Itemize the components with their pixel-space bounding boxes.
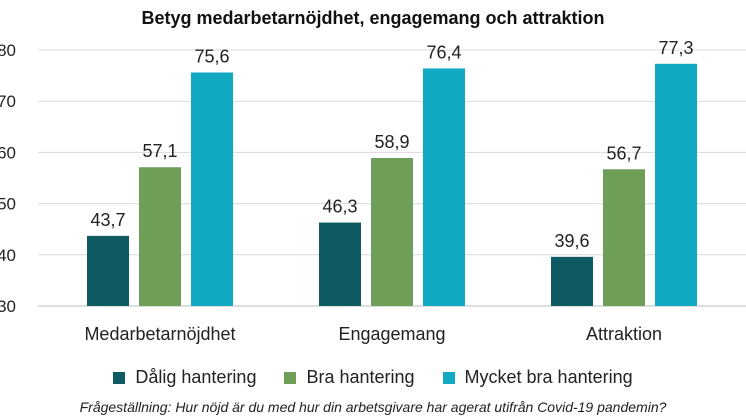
y-axis-ticks: 30 40 50 60 70 80: [0, 41, 16, 316]
legend-swatch: [284, 371, 297, 384]
y-tick-label: 70: [0, 92, 16, 111]
x-axis-ticks: Medarbetarnöjdhet Engagemang Attraktion: [84, 324, 662, 344]
data-label: 39,6: [554, 231, 589, 251]
x-tick-label: Attraktion: [586, 324, 662, 344]
legend-item: Dålig hantering: [113, 367, 256, 388]
legend-swatch: [113, 371, 126, 384]
chart-title: Betyg medarbetarnöjdhet, engagemang och …: [141, 8, 605, 28]
legend-label: Dålig hantering: [135, 367, 257, 387]
bar: [655, 63, 697, 306]
data-label: 46,3: [322, 197, 357, 217]
legend: Dålig hantering Bra hantering Mycket bra h…: [0, 367, 746, 388]
legend-swatch: [442, 371, 455, 384]
bar: [319, 222, 361, 306]
legend-item: Mycket bra hantering: [442, 367, 633, 388]
data-label: 43,7: [90, 210, 125, 230]
y-tick-label: 40: [0, 246, 16, 265]
data-label: 75,6: [194, 47, 229, 67]
data-label: 58,9: [374, 132, 409, 152]
footnote: Frågeställning: Hur nöjd är du med hur d…: [79, 399, 667, 415]
legend-label: Bra hantering: [306, 367, 415, 387]
bar: [603, 169, 645, 306]
y-tick-label: 60: [0, 143, 16, 162]
data-label: 76,4: [426, 42, 461, 62]
bar: [371, 158, 413, 306]
legend-label: Mycket bra hantering: [464, 367, 633, 387]
data-labels: 43,7 57,1 75,6 46,3 58,9 76,4 39,6 56,7 77,3: [90, 38, 693, 251]
legend-item: Bra hantering: [284, 367, 415, 388]
data-label: 57,1: [142, 141, 177, 161]
bar: [87, 235, 129, 306]
bars: [87, 63, 697, 306]
data-label: 77,3: [658, 38, 693, 58]
bar: [191, 72, 233, 306]
y-tick-label: 30: [0, 297, 16, 316]
bar: [139, 167, 181, 306]
bar: [551, 256, 593, 306]
bar: [423, 68, 465, 306]
x-tick-label: Engagemang: [338, 324, 445, 344]
y-tick-label: 80: [0, 41, 16, 60]
x-tick-label: Medarbetarnöjdhet: [84, 324, 235, 344]
data-label: 56,7: [606, 143, 641, 163]
y-tick-label: 50: [0, 195, 16, 214]
